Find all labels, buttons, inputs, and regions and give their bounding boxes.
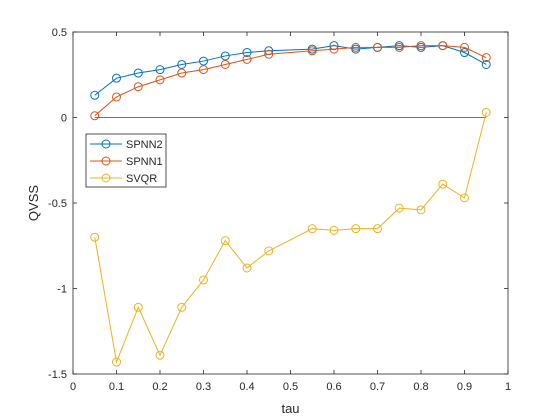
data-point-spnn1 bbox=[155, 75, 165, 85]
y-tick-label: 0 bbox=[61, 113, 67, 125]
x-tick-label: 0.1 bbox=[109, 381, 124, 393]
data-point-svqr bbox=[177, 302, 187, 312]
x-tick-label: 0.4 bbox=[239, 381, 254, 393]
legend-swatch-marker bbox=[101, 173, 111, 183]
series-svqr bbox=[90, 107, 491, 367]
x-tick-label: 0 bbox=[70, 381, 76, 393]
data-point-spnn2 bbox=[329, 41, 339, 51]
data-point-spnn1 bbox=[481, 53, 491, 63]
plot-background bbox=[73, 32, 508, 374]
data-point-spnn1 bbox=[416, 41, 426, 51]
data-point-spnn1 bbox=[220, 59, 230, 69]
data-point-spnn1 bbox=[242, 54, 252, 64]
data-point-spnn2 bbox=[199, 56, 208, 66]
legend-entry-spnn2: SPNN2 bbox=[90, 139, 163, 151]
x-tick-label: 0.2 bbox=[152, 381, 167, 393]
data-point-svqr bbox=[394, 203, 404, 213]
x-tick-label: 0.3 bbox=[196, 381, 211, 393]
data-point-spnn1 bbox=[177, 68, 187, 78]
data-point-spnn2 bbox=[264, 46, 274, 56]
data-point-spnn1 bbox=[199, 65, 208, 75]
legend-label: SPNN1 bbox=[126, 156, 163, 168]
legend-entry-spnn1: SPNN1 bbox=[90, 156, 163, 168]
data-point-svqr bbox=[329, 225, 339, 235]
data-point-spnn1 bbox=[329, 44, 339, 54]
data-point-spnn1 bbox=[112, 92, 121, 102]
x-tick-label: 0.7 bbox=[370, 381, 385, 393]
series-spnn1 bbox=[90, 41, 491, 121]
legend-swatch-marker bbox=[101, 139, 111, 149]
data-point-spnn1 bbox=[460, 42, 469, 52]
legend-label: SVQR bbox=[126, 173, 157, 185]
data-point-spnn1 bbox=[264, 49, 274, 59]
data-point-spnn2 bbox=[242, 48, 252, 58]
data-point-spnn2 bbox=[155, 65, 165, 75]
data-point-svqr bbox=[199, 275, 208, 285]
legend-label: SPNN2 bbox=[126, 139, 163, 151]
x-tick-label: 0.9 bbox=[457, 381, 472, 393]
y-axis-label: QVSS bbox=[26, 185, 41, 221]
data-point-svqr bbox=[112, 357, 121, 367]
y-tick-label: -1 bbox=[57, 284, 67, 296]
x-tick-label: 0.5 bbox=[283, 381, 298, 393]
data-point-svqr bbox=[307, 224, 317, 234]
data-point-svqr bbox=[264, 246, 274, 256]
x-axis-label: tau bbox=[281, 401, 299, 416]
y-tick-label: -1.5 bbox=[48, 369, 67, 381]
data-point-svqr bbox=[481, 107, 491, 117]
data-point-svqr bbox=[351, 224, 361, 234]
data-point-spnn1 bbox=[90, 111, 100, 121]
data-point-spnn2 bbox=[112, 73, 121, 83]
data-point-spnn1 bbox=[373, 42, 382, 52]
data-point-svqr bbox=[242, 263, 252, 273]
data-point-svqr bbox=[438, 179, 448, 189]
data-point-svqr bbox=[460, 193, 469, 203]
data-point-svqr bbox=[220, 236, 230, 246]
data-point-spnn2 bbox=[481, 59, 491, 69]
plot-area bbox=[73, 32, 508, 374]
data-point-spnn1 bbox=[307, 46, 317, 56]
legend-entry-svqr: SVQR bbox=[90, 173, 157, 185]
legend: SPNN2 SPNN1 SVQR bbox=[85, 133, 167, 188]
x-tick-label: 0.8 bbox=[413, 381, 428, 393]
y-ticks: -1.5 -1 -0.5 0 0.5 bbox=[48, 27, 508, 381]
data-point-svqr bbox=[90, 232, 100, 242]
data-point-spnn1 bbox=[438, 41, 448, 51]
series-layer bbox=[90, 41, 491, 367]
data-point-spnn1 bbox=[133, 82, 143, 92]
x-tick-label: 1 bbox=[505, 381, 511, 393]
data-point-spnn2 bbox=[460, 48, 469, 58]
legend-swatch-marker bbox=[101, 156, 111, 166]
series-line-svqr bbox=[94, 112, 487, 364]
data-point-spnn2 bbox=[177, 59, 187, 69]
data-point-spnn2 bbox=[220, 51, 230, 61]
data-point-spnn2 bbox=[133, 68, 143, 78]
data-point-svqr bbox=[373, 224, 382, 234]
y-tick-label: 0.5 bbox=[52, 27, 67, 39]
data-point-spnn1 bbox=[351, 42, 361, 52]
data-point-svqr bbox=[416, 205, 426, 215]
data-point-svqr bbox=[155, 350, 165, 360]
y-tick-label: -0.5 bbox=[48, 198, 67, 210]
x-tick-label: 0.6 bbox=[326, 381, 341, 393]
x-ticks: 0 0.1 0.2 0.3 0.4 0.5 0.6 0.7 0.8 0.9 1 bbox=[70, 32, 511, 393]
data-point-spnn1 bbox=[394, 42, 404, 52]
data-point-spnn2 bbox=[90, 90, 100, 100]
data-point-svqr bbox=[133, 302, 143, 312]
